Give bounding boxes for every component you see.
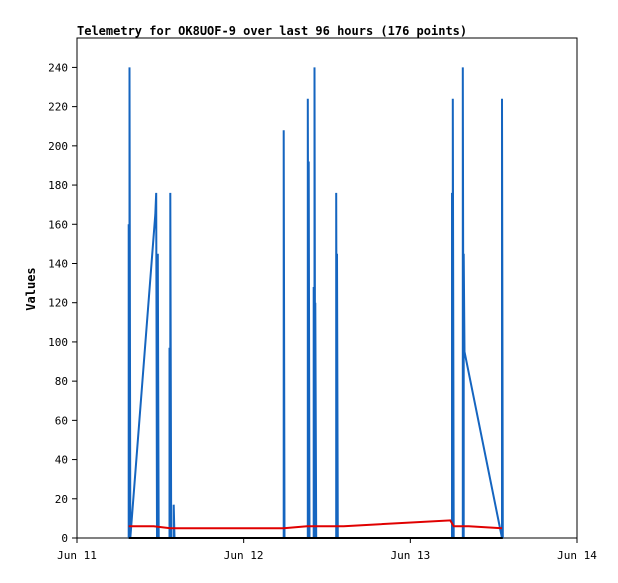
- y-axis-ticks: 0 20 40 60 80 100 120 140 160 180 200 220 240: [48, 61, 77, 545]
- y-tick-label: 60: [55, 414, 68, 427]
- y-tick-label: 120: [48, 297, 68, 310]
- x-tick-label: Jun 12: [224, 549, 264, 562]
- y-axis-label: Values: [24, 267, 38, 310]
- series-line-0: [127, 67, 504, 539]
- y-tick-label: 160: [48, 218, 68, 231]
- y-tick-label: 140: [48, 257, 68, 270]
- y-tick-label: 100: [48, 336, 68, 349]
- series-layer: [127, 67, 504, 539]
- y-tick-label: 80: [55, 375, 68, 388]
- x-tick-label: Jun 11: [57, 549, 97, 562]
- y-tick-label: 220: [48, 101, 68, 114]
- y-tick-label: 180: [48, 179, 68, 192]
- y-tick-label: 40: [55, 454, 68, 467]
- x-tick-label: Jun 14: [557, 549, 597, 562]
- x-axis-ticks: Jun 11 Jun 12 Jun 13 Jun 14: [57, 538, 597, 562]
- y-tick-label: 20: [55, 493, 68, 506]
- y-tick-label: 0: [61, 532, 68, 545]
- y-tick-label: 240: [48, 61, 68, 74]
- series-line-1: [128, 519, 503, 530]
- x-tick-label: Jun 13: [390, 549, 430, 562]
- y-tick-label: 200: [48, 140, 68, 153]
- chart-title: Telemetry for OK8UOF-9 over last 96 hour…: [77, 24, 467, 38]
- plot-area: [76, 37, 578, 539]
